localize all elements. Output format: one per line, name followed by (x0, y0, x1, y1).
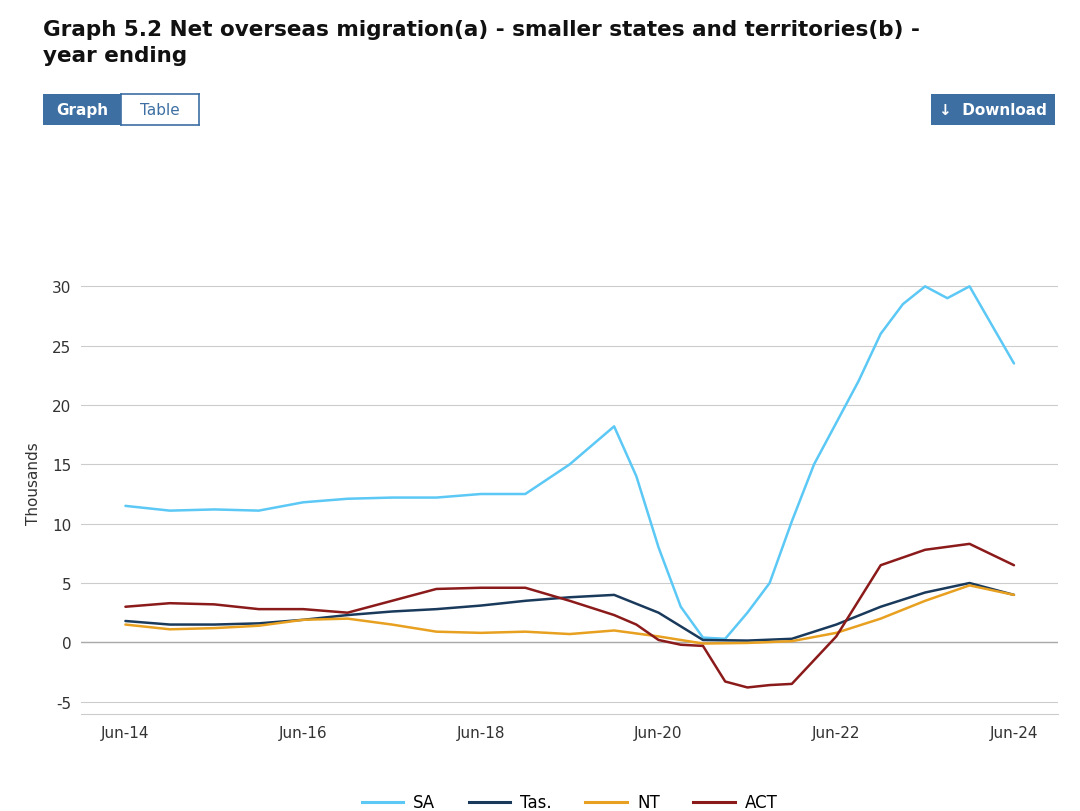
Text: Graph: Graph (56, 103, 108, 118)
Text: Graph 5.2 Net overseas migration(a) - smaller states and territories(b) -
year e: Graph 5.2 Net overseas migration(a) - sm… (43, 20, 920, 66)
Text: ↓  Download: ↓ Download (940, 103, 1047, 118)
Y-axis label: Thousands: Thousands (26, 441, 41, 524)
Text: Table: Table (140, 103, 179, 118)
Legend: SA, Tas., NT, ACT: SA, Tas., NT, ACT (355, 787, 784, 811)
